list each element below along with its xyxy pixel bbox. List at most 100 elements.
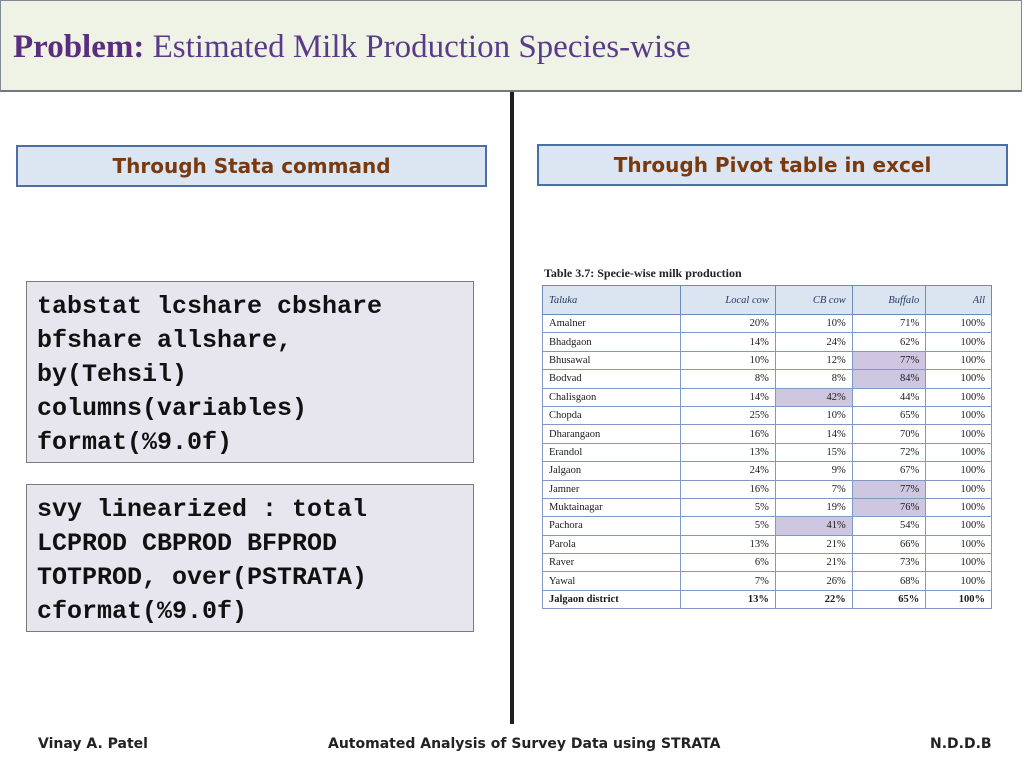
table-cell: 100% (925, 369, 992, 389)
table-cell: 100% (925, 534, 992, 555)
table-row: Raver 6% 21% 73% 100% (541, 553, 992, 573)
table-cell: Parola (541, 534, 682, 555)
table-cell: 73% (851, 553, 927, 573)
table-row: Chopda 25% 10% 65% 100% (541, 405, 992, 426)
table-cell: 70% (851, 424, 927, 444)
table-cell: 67% (851, 461, 927, 481)
header-taluka: Taluka (541, 285, 682, 315)
table-row: Muktainagar 5% 19% 76% 100% (541, 497, 992, 518)
table-row: Amalner 20% 10% 71% 100% (541, 313, 992, 334)
table-cell: 100% (925, 497, 992, 518)
table-cell: 8% (680, 369, 776, 389)
table-cell: 9% (774, 461, 853, 481)
milk-production-table: Taluka Local cow CB cow Buffalo All Amal… (541, 285, 992, 610)
table-cell: 100% (925, 516, 992, 536)
vertical-divider (510, 92, 514, 724)
table-cell: 72% (851, 442, 927, 463)
table-cell: Bhadgaon (541, 332, 682, 352)
footer-author: Vinay A. Patel (38, 736, 148, 752)
table-row: Yawal 7% 26% 68% 100% (541, 571, 992, 591)
table-cell: Muktainagar (541, 497, 682, 518)
page-title: Problem: Estimated Milk Production Speci… (13, 29, 691, 66)
table-cell: 62% (851, 332, 927, 352)
table-cell: 10% (774, 313, 853, 334)
table-cell: 10% (680, 350, 776, 371)
table-row: Dharangaon 16% 14% 70% 100% (541, 424, 992, 444)
tabstat-code-block: tabstat lcshare cbshare bfshare allshare… (26, 281, 474, 463)
table-cell: 100% (925, 332, 992, 352)
table-row: Jalgaon 24% 9% 67% 100% (541, 461, 992, 481)
table-row: Jamner 16% 7% 77% 100% (541, 479, 992, 499)
table-cell: 16% (680, 424, 776, 444)
table-header-row: Taluka Local cow CB cow Buffalo All (541, 285, 992, 315)
table-total-cell: 22% (774, 589, 853, 610)
table-row: Bodvad 8% 8% 84% 100% (541, 369, 992, 389)
table-cell: 10% (774, 405, 853, 426)
table-cell: 7% (774, 479, 853, 499)
table-cell: Pachora (541, 516, 682, 536)
header-all: All (925, 285, 992, 315)
table-cell: 54% (851, 516, 927, 536)
table-cell: 6% (680, 553, 776, 573)
table-cell: 100% (925, 350, 992, 371)
table-cell: 100% (925, 571, 992, 591)
stata-section-label: Through Stata command (16, 145, 487, 187)
table-row: Parola 13% 21% 66% 100% (541, 534, 992, 555)
table-cell: 41% (774, 516, 853, 536)
table-cell: 71% (851, 313, 927, 334)
table-total-cell: 100% (925, 589, 992, 610)
table-cell: 100% (925, 387, 992, 407)
table-total-cell: 65% (851, 589, 927, 610)
title-bar: Problem: Estimated Milk Production Speci… (0, 0, 1022, 92)
table-cell: 42% (774, 387, 853, 407)
table-row: Pachora 5% 41% 54% 100% (541, 516, 992, 536)
svy-code-block: svy linearized : total LCPROD CBPROD BFP… (26, 484, 474, 632)
table-cell: Yawal (541, 571, 682, 591)
table-cell: 100% (925, 424, 992, 444)
table-cell: Chalisgaon (541, 387, 682, 407)
table-cell: 8% (774, 369, 853, 389)
table-cell: 16% (680, 479, 776, 499)
table-cell: 5% (680, 516, 776, 536)
table-cell: 19% (774, 497, 853, 518)
table-cell: 76% (851, 497, 927, 518)
table-cell: Chopda (541, 405, 682, 426)
table-row: Chalisgaon 14% 42% 44% 100% (541, 387, 992, 407)
table-row: Bhadgaon 14% 24% 62% 100% (541, 332, 992, 352)
table-cell: 12% (774, 350, 853, 371)
table-cell: Erandol (541, 442, 682, 463)
pivot-section-label: Through Pivot table in excel (537, 144, 1008, 186)
table-cell: 66% (851, 534, 927, 555)
table-cell: 100% (925, 461, 992, 481)
table-cell: 5% (680, 497, 776, 518)
table-cell: Jalgaon (541, 461, 682, 481)
table-cell: 13% (680, 534, 776, 555)
footer-org: N.D.D.B (930, 736, 992, 752)
table-cell: 15% (774, 442, 853, 463)
table-cell: 14% (680, 387, 776, 407)
table-cell: 77% (851, 479, 927, 499)
table-cell: 25% (680, 405, 776, 426)
table-cell: 14% (680, 332, 776, 352)
table-cell: 100% (925, 405, 992, 426)
header-local-cow: Local cow (680, 285, 776, 315)
table-cell: Jamner (541, 479, 682, 499)
table-cell: 14% (774, 424, 853, 444)
title-bold: Problem: (13, 29, 145, 65)
table-cell: 77% (851, 350, 927, 371)
table-row: Bhusawal 10% 12% 77% 100% (541, 350, 992, 371)
footer-topic: Automated Analysis of Survey Data using … (328, 736, 721, 752)
table-cell: 100% (925, 479, 992, 499)
table-cell: 26% (774, 571, 853, 591)
table-cell: 84% (851, 369, 927, 389)
table-cell: Raver (541, 553, 682, 573)
table-cell: 68% (851, 571, 927, 591)
table-cell: 24% (680, 461, 776, 481)
table-cell: 21% (774, 534, 853, 555)
table-caption: Table 3.7: Specie-wise milk production (544, 266, 742, 280)
table-total-cell: 13% (680, 589, 776, 610)
table-cell: 100% (925, 442, 992, 463)
table-total-row: Jalgaon district 13% 22% 65% 100% (541, 589, 992, 610)
table-cell: 65% (851, 405, 927, 426)
header-buffalo: Buffalo (851, 285, 927, 315)
